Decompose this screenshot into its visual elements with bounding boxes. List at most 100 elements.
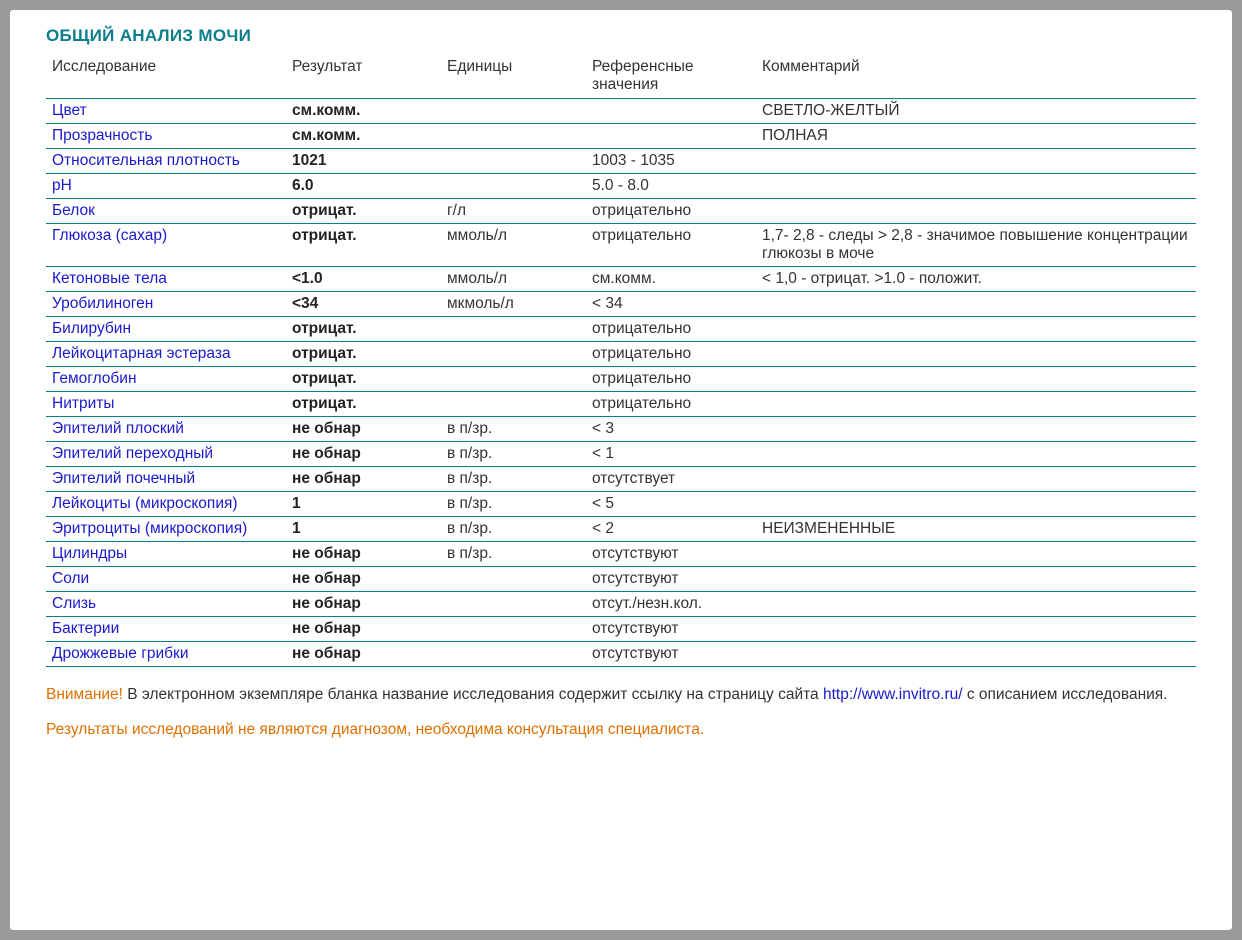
table-row: Уробилиноген<34мкмоль/л< 34	[46, 292, 1196, 317]
cell-comment	[756, 467, 1196, 492]
cell-test-name: Цилиндры	[46, 542, 286, 567]
cell-result: 6.0	[286, 174, 441, 199]
cell-result: отрицат.	[286, 224, 441, 267]
table-row: Относительная плотность10211003 - 1035	[46, 149, 1196, 174]
cell-reference: отрицательно	[586, 224, 756, 267]
cell-reference: < 34	[586, 292, 756, 317]
cell-test-name: Уробилиноген	[46, 292, 286, 317]
cell-comment	[756, 317, 1196, 342]
cell-reference: отсутствуют	[586, 642, 756, 667]
cell-reference: отрицательно	[586, 199, 756, 224]
cell-units: мкмоль/л	[441, 292, 586, 317]
cell-reference: см.комм.	[586, 267, 756, 292]
cell-comment	[756, 174, 1196, 199]
table-row: Белокотрицат.г/лотрицательно	[46, 199, 1196, 224]
cell-comment	[756, 292, 1196, 317]
cell-comment: 1,7- 2,8 - следы > 2,8 - значимое повыше…	[756, 224, 1196, 267]
footer-line-2: Результаты исследований не являются диаг…	[46, 720, 1196, 741]
cell-reference: отсутствует	[586, 467, 756, 492]
cell-result: не обнар	[286, 467, 441, 492]
cell-reference: < 2	[586, 517, 756, 542]
cell-units: в п/зр.	[441, 417, 586, 442]
header-units: Единицы	[441, 54, 586, 99]
cell-result: не обнар	[286, 642, 441, 667]
cell-test-name: Нитриты	[46, 392, 286, 417]
cell-test-name: Билирубин	[46, 317, 286, 342]
cell-comment: НЕИЗМЕНЕННЫЕ	[756, 517, 1196, 542]
cell-units	[441, 567, 586, 592]
cell-result: <1.0	[286, 267, 441, 292]
header-comment: Комментарий	[756, 54, 1196, 99]
cell-reference: < 5	[586, 492, 756, 517]
cell-units: в п/зр.	[441, 467, 586, 492]
cell-units	[441, 342, 586, 367]
table-row: pH6.0 5.0 - 8.0	[46, 174, 1196, 199]
cell-comment	[756, 617, 1196, 642]
cell-result: см.комм.	[286, 99, 441, 124]
cell-reference: отрицательно	[586, 342, 756, 367]
cell-reference: отсут./незн.кол.	[586, 592, 756, 617]
cell-test-name: Дрожжевые грибки	[46, 642, 286, 667]
cell-comment: < 1,0 - отрицат. >1.0 - положит.	[756, 267, 1196, 292]
table-row: Эпителий почечныйне обнарв п/зр.отсутств…	[46, 467, 1196, 492]
cell-reference: отрицательно	[586, 392, 756, 417]
footer-text-after: с описанием исследования.	[963, 686, 1168, 703]
table-row: Глюкоза (сахар)отрицат.ммоль/лотрицатель…	[46, 224, 1196, 267]
cell-units	[441, 617, 586, 642]
cell-result: не обнар	[286, 417, 441, 442]
footer-text-before: В электронном экземпляре бланка название…	[123, 686, 823, 703]
cell-units: в п/зр.	[441, 542, 586, 567]
header-test: Исследование	[46, 54, 286, 99]
cell-comment	[756, 542, 1196, 567]
cell-reference: < 3	[586, 417, 756, 442]
cell-units	[441, 392, 586, 417]
table-row: Солине обнаротсутствуют	[46, 567, 1196, 592]
table-row: Лейкоциты (микроскопия)1в п/зр.< 5	[46, 492, 1196, 517]
cell-reference: 1003 - 1035	[586, 149, 756, 174]
cell-reference: < 1	[586, 442, 756, 467]
cell-test-name: Соли	[46, 567, 286, 592]
cell-comment: СВЕТЛО-ЖЕЛТЫЙ	[756, 99, 1196, 124]
table-row: Эритроциты (микроскопия)1в п/зр.< 2НЕИЗМ…	[46, 517, 1196, 542]
cell-comment	[756, 367, 1196, 392]
table-row: Слизьне обнаротсут./незн.кол.	[46, 592, 1196, 617]
table-row: Нитритыотрицат.отрицательно	[46, 392, 1196, 417]
footer-url-link[interactable]: http://www.invitro.ru/	[823, 686, 963, 703]
cell-test-name: Эритроциты (микроскопия)	[46, 517, 286, 542]
cell-result: не обнар	[286, 617, 441, 642]
table-row: Цилиндрыне обнарв п/зр.отсутствуют	[46, 542, 1196, 567]
cell-units: в п/зр.	[441, 517, 586, 542]
footer-notes: Внимание! В электронном экземпляре бланк…	[46, 685, 1196, 741]
cell-test-name: pH	[46, 174, 286, 199]
footer-line-1: Внимание! В электронном экземпляре бланк…	[46, 685, 1196, 706]
cell-result: отрицат.	[286, 342, 441, 367]
cell-test-name: Эпителий плоский	[46, 417, 286, 442]
cell-result: отрицат.	[286, 367, 441, 392]
cell-test-name: Лейкоциты (микроскопия)	[46, 492, 286, 517]
cell-test-name: Белок	[46, 199, 286, 224]
cell-units: в п/зр.	[441, 492, 586, 517]
cell-test-name: Эпителий переходный	[46, 442, 286, 467]
table-row: Эпителий переходныйне обнарв п/зр.< 1	[46, 442, 1196, 467]
table-row: Кетоновые тела<1.0ммоль/лсм.комм.< 1,0 -…	[46, 267, 1196, 292]
cell-result: не обнар	[286, 542, 441, 567]
report-title: ОБЩИЙ АНАЛИЗ МОЧИ	[46, 22, 1196, 54]
cell-result: не обнар	[286, 442, 441, 467]
header-reference: Референсные значения	[586, 54, 756, 99]
cell-units	[441, 642, 586, 667]
cell-units: ммоль/л	[441, 267, 586, 292]
cell-test-name: Гемоглобин	[46, 367, 286, 392]
cell-reference: 5.0 - 8.0	[586, 174, 756, 199]
cell-units	[441, 592, 586, 617]
cell-units: г/л	[441, 199, 586, 224]
header-result: Результат	[286, 54, 441, 99]
cell-result: отрицат.	[286, 199, 441, 224]
cell-reference: отсутствуют	[586, 542, 756, 567]
cell-result: см.комм.	[286, 124, 441, 149]
cell-comment	[756, 442, 1196, 467]
cell-test-name: Относительная плотность	[46, 149, 286, 174]
cell-comment	[756, 492, 1196, 517]
cell-comment: ПОЛНАЯ	[756, 124, 1196, 149]
cell-comment	[756, 149, 1196, 174]
cell-comment	[756, 567, 1196, 592]
